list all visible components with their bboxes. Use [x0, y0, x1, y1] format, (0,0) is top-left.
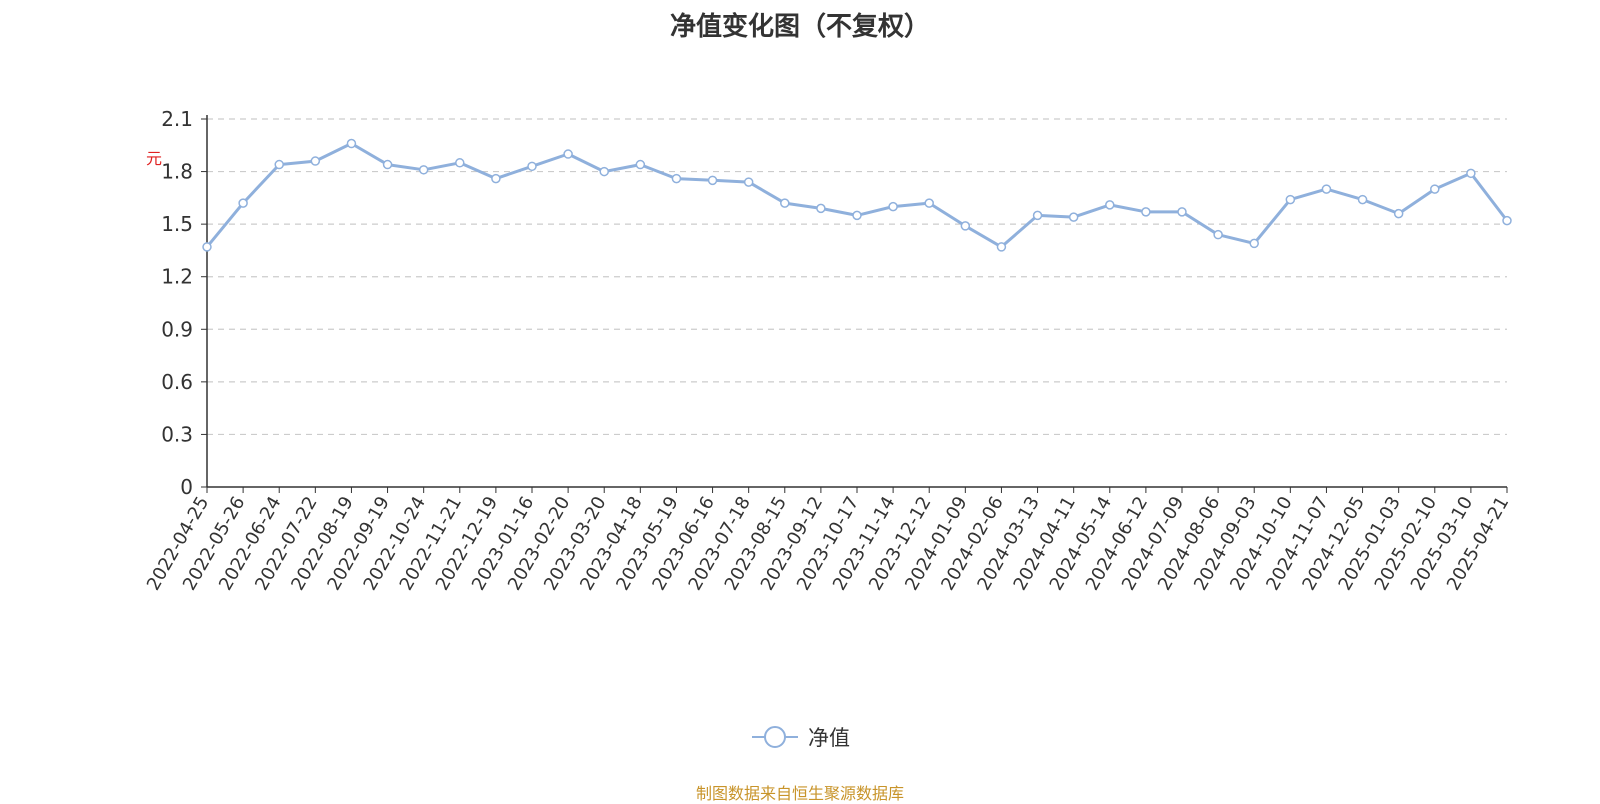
- y-tick-label: 1.2: [161, 265, 193, 289]
- data-point: [780, 198, 790, 208]
- data-point: [1357, 194, 1368, 205]
- data-point: [1393, 208, 1404, 219]
- data-point: [816, 203, 826, 214]
- legend-label: 净值: [808, 726, 850, 750]
- y-tick-label: 2.1: [161, 107, 193, 131]
- chart-title: 净值变化图（不复权）: [669, 12, 930, 42]
- y-tick-label: 1.5: [161, 212, 193, 236]
- data-point: [491, 173, 501, 184]
- data-point: [1249, 238, 1259, 249]
- data-point: [1141, 207, 1151, 217]
- y-tick-label: 0.9: [161, 317, 193, 341]
- data-point: [382, 159, 393, 170]
- legend[interactable]: 净值: [750, 722, 850, 752]
- y-tick-label: 0: [180, 475, 193, 499]
- data-point: [1466, 168, 1476, 179]
- legend-line-circle-icon: [752, 726, 798, 748]
- data-point: [418, 165, 429, 175]
- data-point: [960, 221, 971, 231]
- data-point: [202, 242, 212, 252]
- data-point: [888, 201, 898, 212]
- data-point: [274, 159, 284, 170]
- data-point: [1032, 210, 1043, 221]
- data-point: [310, 156, 321, 166]
- series-line-net-value: [205, 142, 1509, 249]
- y-tick-label: 0.3: [161, 422, 193, 446]
- data-point: [527, 161, 537, 172]
- data-point: [1177, 207, 1187, 217]
- data-point: [852, 210, 862, 221]
- data-point: [563, 149, 573, 159]
- data-point: [599, 166, 609, 177]
- data-point: [924, 198, 934, 208]
- data-point: [1321, 184, 1332, 194]
- data-point: [1285, 194, 1296, 205]
- data-point: [1105, 200, 1115, 210]
- data-source-note: 制图数据来自恒生聚源数据库: [695, 784, 904, 803]
- data-point: [707, 175, 718, 186]
- data-point: [1502, 215, 1512, 226]
- data-point: [346, 138, 357, 149]
- y-tick-label: 1.8: [161, 160, 193, 184]
- data-point: [1213, 229, 1223, 240]
- y-axis-unit-label: 元: [143, 150, 162, 166]
- data-point: [671, 173, 682, 184]
- data-point: [635, 159, 646, 170]
- data-point: [455, 158, 465, 168]
- data-point: [996, 242, 1007, 252]
- data-point: [1430, 184, 1440, 194]
- y-tick-label: 0.6: [161, 370, 193, 394]
- data-point: [1068, 212, 1079, 222]
- data-point: [743, 177, 754, 187]
- data-point: [238, 198, 248, 208]
